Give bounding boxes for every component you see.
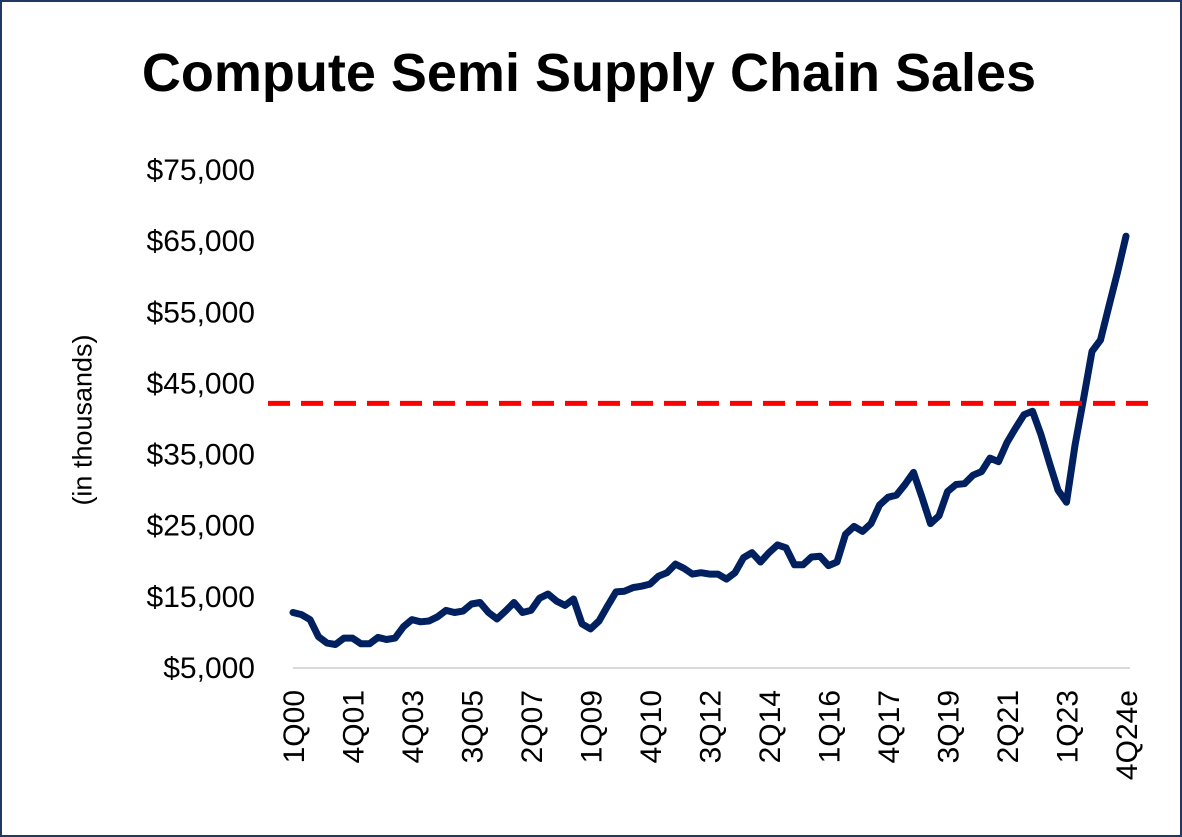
y-tick-label: $45,000: [147, 367, 255, 400]
series-line: [289, 232, 1130, 648]
x-tick-label: 3Q05: [457, 690, 490, 763]
x-tick-label: 2Q14: [754, 690, 787, 763]
x-tick-label: 1Q00: [278, 690, 311, 763]
y-tick-label: $25,000: [147, 510, 255, 543]
y-tick-label: $15,000: [147, 581, 255, 614]
x-tick-label: 1Q09: [576, 690, 609, 763]
x-tick-label: 3Q19: [933, 690, 966, 763]
x-tick-label: 3Q12: [695, 690, 728, 763]
y-tick-label: $55,000: [147, 296, 255, 329]
y-tick-label: $75,000: [147, 154, 255, 187]
y-tick-label: $65,000: [147, 225, 255, 258]
chart-title: Compute Semi Supply Chain Sales: [141, 43, 1037, 103]
y-tick-label: $35,000: [147, 439, 255, 472]
x-tick-label: 1Q23: [1052, 690, 1085, 763]
x-tick-label: 2Q07: [516, 690, 549, 763]
x-tick-label: 2Q21: [992, 690, 1025, 763]
x-tick-label: 4Q10: [635, 690, 668, 763]
x-tick-label: 4Q03: [397, 690, 430, 763]
x-tick-label: 4Q17: [873, 690, 906, 763]
x-tick-labels: 1Q00 4Q01 4Q03 3Q05 2Q07 1Q09 4Q10 3Q12 2Q14 1Q16…: [278, 690, 1144, 780]
x-tick-label: 4Q01: [338, 690, 371, 763]
x-tick-label: 4Q24e: [1111, 690, 1144, 780]
y-tick-label: $5,000: [163, 652, 255, 685]
x-tick-label: 1Q16: [814, 690, 847, 763]
y-tick-labels: $5,000 $15,000 $25,000 $35,000 $45,000 $55,00…: [147, 154, 255, 685]
